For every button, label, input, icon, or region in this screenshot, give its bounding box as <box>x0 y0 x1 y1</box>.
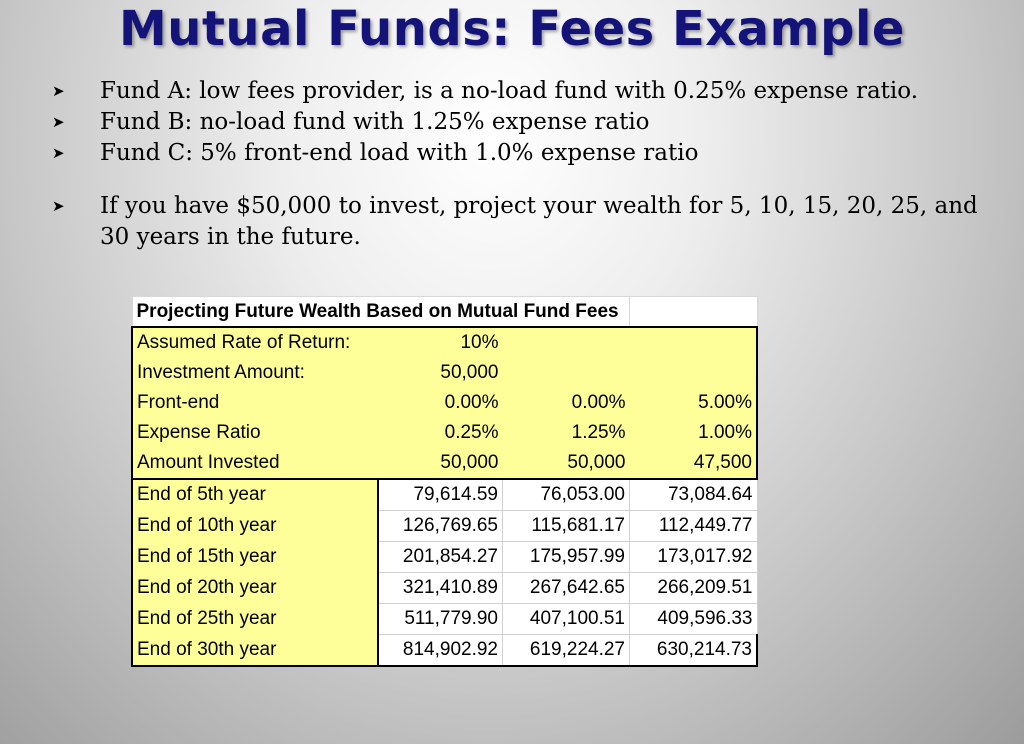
cell-fund-c <box>629 358 758 388</box>
table-heading: Projecting Future Wealth Based on Mutual… <box>131 296 630 328</box>
row-label: Expense Ratio <box>131 418 378 448</box>
table-heading-row: Projecting Future Wealth Based on Mutual… <box>131 296 758 328</box>
row-label: Front-end <box>131 388 378 418</box>
arrowhead-bullet-icon: ➤ <box>52 82 65 100</box>
cell-fund-c: 1.00% <box>629 418 758 448</box>
cell-fund-a: 814,902.92 <box>377 634 503 667</box>
table-heading-blank <box>629 296 758 328</box>
row-label: Amount Invested <box>131 448 378 480</box>
cell-fund-b: 76,053.00 <box>502 478 630 511</box>
cell-fund-b: 175,957.99 <box>502 541 630 573</box>
cell-fund-c: 5.00% <box>629 388 758 418</box>
cell-fund-c: 266,209.51 <box>629 572 758 604</box>
projection-row: End of 20th year 321,410.89 267,642.65 2… <box>131 572 758 604</box>
cell-fund-a: 321,410.89 <box>377 572 503 604</box>
projection-row: End of 25th year 511,779.90 407,100.51 4… <box>131 603 758 635</box>
bullet-question: ➤ If you have $50,000 to invest, project… <box>52 191 992 253</box>
cell-fund-a: 201,854.27 <box>377 541 503 573</box>
bullet-fund-b: ➤ Fund B: no-load fund with 1.25% expens… <box>52 107 992 138</box>
bullet-fund-a: ➤ Fund A: low fees provider, is a no-loa… <box>52 76 992 107</box>
cell-fund-a: 50,000 <box>378 448 503 480</box>
cell-fund-b: 115,681.17 <box>502 510 630 542</box>
cell-fund-a: 79,614.59 <box>377 478 503 511</box>
bullet-fund-c: ➤ Fund C: 5% front-end load with 1.0% ex… <box>52 138 992 169</box>
assumption-row: Expense Ratio 0.25% 1.25% 1.00% <box>131 418 758 448</box>
cell-fund-b <box>502 358 630 388</box>
row-label: End of 5th year <box>131 479 379 511</box>
cell-fund-a: 126,769.65 <box>377 510 503 542</box>
arrowhead-bullet-icon: ➤ <box>52 113 65 131</box>
cell-fund-a: 0.00% <box>378 388 503 418</box>
bullet-list: ➤ Fund A: low fees provider, is a no-loa… <box>52 76 992 253</box>
cell-fund-b: 0.00% <box>502 388 630 418</box>
cell-fund-c: 47,500 <box>629 448 758 480</box>
assumption-row: Amount Invested 50,000 50,000 47,500 <box>131 448 758 480</box>
cell-fund-a: 0.25% <box>378 418 503 448</box>
cell-fund-b: 407,100.51 <box>502 603 630 635</box>
row-label: End of 20th year <box>131 572 379 604</box>
cell-fund-c: 409,596.33 <box>629 603 758 635</box>
cell-fund-c: 112,449.77 <box>629 510 758 542</box>
cell-fund-c: 630,214.73 <box>629 634 758 667</box>
row-label: End of 25th year <box>131 603 379 635</box>
cell-fund-a: 10% <box>378 326 503 358</box>
bullet-text: Fund B: no-load fund with 1.25% expense … <box>100 109 650 135</box>
projection-row: End of 10th year 126,769.65 115,681.17 1… <box>131 510 758 542</box>
row-label: Investment Amount: <box>131 358 378 388</box>
cell-fund-b: 50,000 <box>502 448 630 480</box>
cell-fund-c: 73,084.64 <box>629 478 758 511</box>
bullet-text: Fund A: low fees provider, is a no-load … <box>100 78 919 104</box>
cell-fund-b: 1.25% <box>502 418 630 448</box>
cell-fund-a: 50,000 <box>378 358 503 388</box>
bullet-text: Fund C: 5% front-end load with 1.0% expe… <box>100 140 699 166</box>
cell-fund-b <box>502 326 630 358</box>
assumption-row: Investment Amount: 50,000 <box>131 358 758 388</box>
projection-row: End of 5th year 79,614.59 76,053.00 73,0… <box>131 478 758 511</box>
arrowhead-bullet-icon: ➤ <box>52 144 65 162</box>
row-label: Assumed Rate of Return: <box>131 326 378 358</box>
wealth-projection-table: Projecting Future Wealth Based on Mutual… <box>131 296 758 667</box>
projection-row: End of 15th year 201,854.27 175,957.99 1… <box>131 541 758 573</box>
cell-fund-b: 619,224.27 <box>502 634 630 667</box>
cell-fund-c: 173,017.92 <box>629 541 758 573</box>
slide-title: Mutual Funds: Fees Example <box>119 1 905 57</box>
assumption-row: Assumed Rate of Return: 10% <box>131 326 758 358</box>
assumption-row: Front-end 0.00% 0.00% 5.00% <box>131 388 758 418</box>
cell-fund-c <box>629 326 758 358</box>
cell-fund-a: 511,779.90 <box>377 603 503 635</box>
row-label: End of 15th year <box>131 541 379 573</box>
row-label: End of 10th year <box>131 510 379 542</box>
bullet-text: If you have $50,000 to invest, project y… <box>100 193 978 250</box>
projection-row: End of 30th year 814,902.92 619,224.27 6… <box>131 634 758 667</box>
cell-fund-b: 267,642.65 <box>502 572 630 604</box>
row-label: End of 30th year <box>131 634 379 667</box>
arrowhead-bullet-icon: ➤ <box>52 197 65 215</box>
